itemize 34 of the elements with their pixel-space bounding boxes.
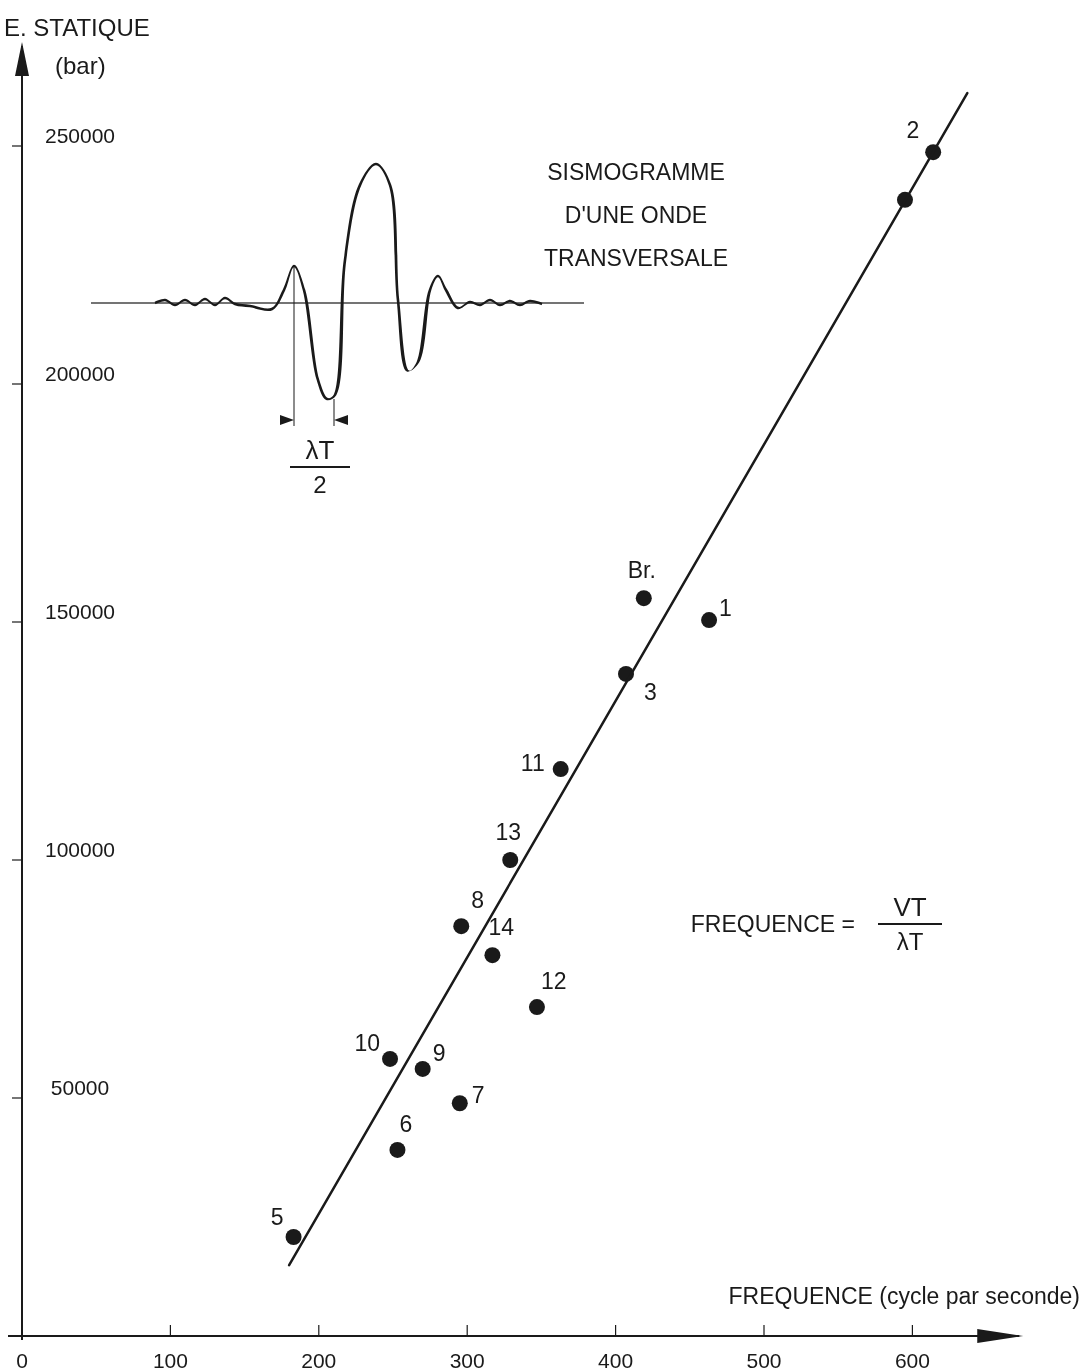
- annotation: λT: [305, 435, 335, 465]
- annotation: SISMOGRAMME D'UNE ONDE TRANSVERSALE: [543, 159, 729, 271]
- y-tick-label: 200000: [44, 362, 116, 385]
- annotation: 6: [399, 1110, 413, 1137]
- x-axis-title: FREQUENCE (cycle par seconde): [728, 1283, 1080, 1309]
- annotation: 14: [488, 914, 515, 941]
- x-tick-label: 0: [16, 1349, 28, 1372]
- annotation: λT: [896, 928, 924, 955]
- x-tick-label: 300: [449, 1349, 485, 1372]
- y-tick-label: 50000: [50, 1076, 110, 1099]
- annotation: Br.: [627, 557, 656, 584]
- y-tick-label: 150000: [44, 600, 116, 623]
- annotation: 10: [354, 1029, 381, 1056]
- annotation: 13: [495, 819, 522, 845]
- annotation: 5: [270, 1203, 284, 1230]
- annotation: 1: [719, 595, 732, 622]
- annotation: 12: [540, 968, 567, 995]
- annotation: VT: [893, 892, 927, 922]
- x-tick-label: 500: [746, 1349, 782, 1372]
- x-tick-label: 200: [301, 1349, 337, 1372]
- y-tick-label: 100000: [44, 838, 116, 861]
- annotation: FREQUENCE =: [690, 911, 855, 937]
- annotation: 3: [643, 678, 657, 705]
- annotation: 2: [313, 471, 327, 498]
- y-tick-label: 250000: [44, 124, 116, 147]
- x-tick-label: 600: [894, 1349, 930, 1372]
- x-tick-label: 400: [598, 1349, 634, 1372]
- annotation: 9: [432, 1039, 446, 1066]
- y-axis-title: E. STATIQUE (bar): [4, 14, 150, 79]
- annotation: 8: [471, 887, 485, 914]
- annotation: 2: [906, 117, 920, 144]
- annotation: 11: [520, 750, 545, 777]
- x-tick-label: 100: [152, 1349, 188, 1372]
- annotation: 7: [471, 1082, 485, 1109]
